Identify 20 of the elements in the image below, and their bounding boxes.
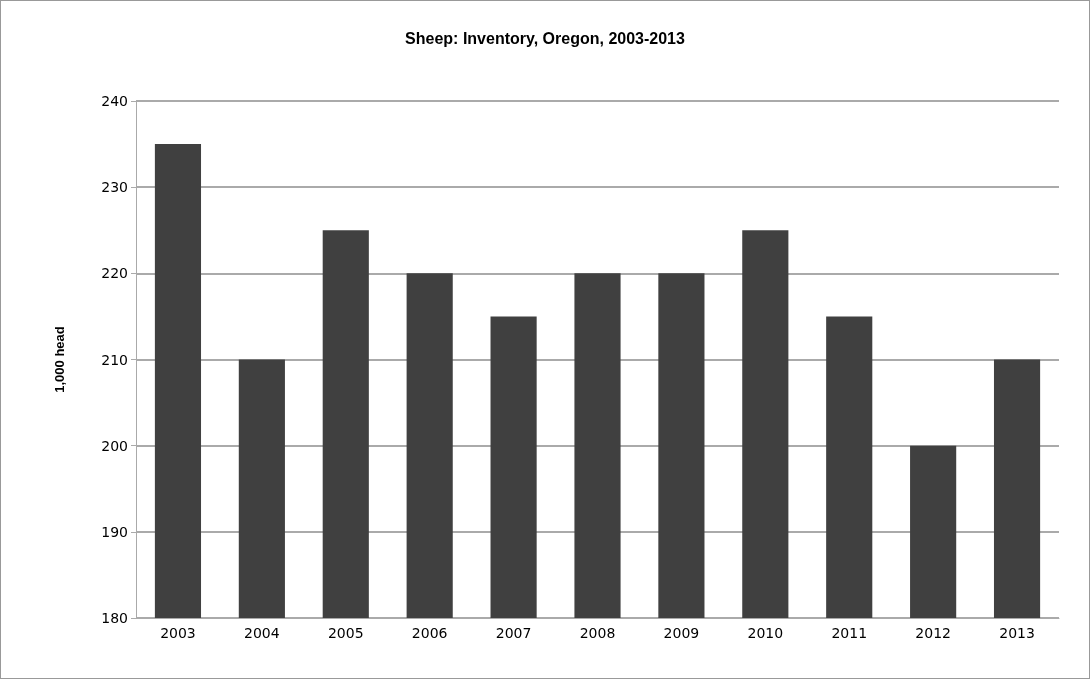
x-tick-label: 2010 — [747, 625, 784, 641]
chart-title: Sheep: Inventory, Oregon, 2003-2013 — [405, 29, 685, 47]
y-axis-title: 1,000 head — [52, 326, 67, 393]
y-tick-label: 220 — [101, 265, 128, 282]
x-tick-label: 2009 — [663, 625, 700, 641]
y-tick-label: 240 — [101, 93, 128, 109]
x-tick-label: 2003 — [160, 625, 196, 641]
x-tick-label: 2005 — [327, 625, 364, 641]
x-tick-label: 2011 — [831, 625, 868, 641]
y-tick-label: 190 — [101, 523, 128, 540]
x-tick-label: 2007 — [495, 625, 532, 641]
x-tick-label: 2004 — [244, 625, 280, 641]
x-tick-label: 2006 — [411, 625, 448, 641]
y-tick-label: 200 — [101, 437, 128, 454]
x-tick-label: 2012 — [915, 625, 951, 641]
y-tick-label: 210 — [101, 351, 128, 368]
x-tick-label: 2008 — [579, 625, 616, 641]
y-tick-label: 230 — [101, 179, 128, 196]
y-tick-label: 180 — [101, 610, 128, 626]
x-tick-label: 2013 — [999, 625, 1035, 641]
